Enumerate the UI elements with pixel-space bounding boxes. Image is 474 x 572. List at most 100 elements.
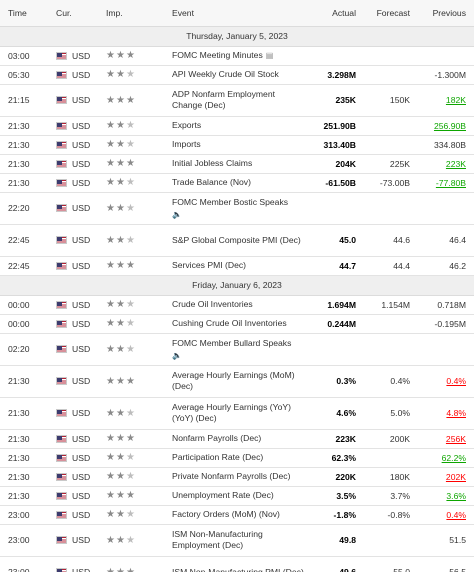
- header-time[interactable]: Time: [0, 0, 50, 27]
- importance-star-icon: ★: [125, 509, 135, 520]
- us-flag-icon: [56, 472, 67, 481]
- table-row[interactable]: 21:30 USD ★★★ Exports 251.90B 256.90B: [0, 116, 474, 136]
- table-row[interactable]: 03:00 USD ★★★ FOMC Meeting Minutes ▤: [0, 46, 474, 66]
- table-row[interactable]: 21:30 USD ★★★ Nonfarm Payrolls (Dec) 223K 200…: [0, 429, 474, 449]
- previous-value[interactable]: 0.4%: [418, 365, 474, 398]
- importance-star-icon: ★: [106, 471, 115, 482]
- event-cell[interactable]: Average Hourly Earnings (YoY) (YoY) (Dec…: [166, 397, 306, 430]
- event-name[interactable]: FOMC Meeting Minutes: [172, 50, 263, 60]
- header-event[interactable]: Event: [166, 0, 306, 27]
- previous-value[interactable]: 202K: [418, 467, 474, 487]
- currency-code: USD: [72, 139, 91, 150]
- previous-value[interactable]: 256K: [418, 429, 474, 449]
- table-row[interactable]: 21:30 USD ★★★ Unemployment Rate (Dec) 3.5% 3.…: [0, 486, 474, 506]
- table-row[interactable]: 22:20 USD ★★★ FOMC Member Bostic Speaks 🔈: [0, 192, 474, 225]
- event-name[interactable]: ISM Non-Manufacturing PMI (Dec): [172, 566, 304, 572]
- table-row[interactable]: 00:00 USD ★★★ Cushing Crude Oil Inventories…: [0, 314, 474, 334]
- event-cell[interactable]: API Weekly Crude Oil Stock: [166, 65, 306, 85]
- event-cell[interactable]: Crude Oil Inventories: [166, 295, 306, 315]
- previous-value[interactable]: -77.80B: [418, 173, 474, 193]
- event-cell[interactable]: Factory Orders (MoM) (Nov): [166, 505, 306, 525]
- header-forecast[interactable]: Forecast: [364, 0, 418, 27]
- event-name[interactable]: FOMC Member Bostic Speaks: [172, 196, 289, 207]
- event-cell[interactable]: FOMC Member Bostic Speaks 🔈: [166, 192, 306, 225]
- previous-value[interactable]: 4.8%: [418, 397, 474, 430]
- event-cell[interactable]: Nonfarm Payrolls (Dec): [166, 429, 306, 449]
- previous-value[interactable]: 3.6%: [418, 486, 474, 506]
- event-cell[interactable]: Initial Jobless Claims: [166, 154, 306, 174]
- event-cell[interactable]: Exports: [166, 116, 306, 136]
- previous-value[interactable]: 0.4%: [418, 505, 474, 525]
- header-previous[interactable]: Previous: [418, 0, 474, 27]
- event-name[interactable]: Cushing Crude Oil Inventories: [172, 318, 287, 328]
- actual-value: [306, 192, 364, 225]
- table-row[interactable]: 21:30 USD ★★★ Imports 313.40B 334.80B: [0, 135, 474, 155]
- event-cell[interactable]: Services PMI (Dec): [166, 256, 306, 276]
- table-row[interactable]: 23:00 USD ★★★ ISM Non-Manufacturing PMI (De…: [0, 556, 474, 572]
- event-name[interactable]: Initial Jobless Claims: [172, 158, 253, 168]
- event-name[interactable]: ADP Nonfarm Employment Change (Dec): [172, 89, 276, 110]
- table-row[interactable]: 23:00 USD ★★★ ISM Non-Manufacturing Employm…: [0, 524, 474, 557]
- table-row[interactable]: 21:30 USD ★★★ Initial Jobless Claims 204K 225…: [0, 154, 474, 174]
- event-name[interactable]: Private Nonfarm Payrolls (Dec): [172, 471, 291, 481]
- table-row[interactable]: 21:15 USD ★★★ ADP Nonfarm Employment Change…: [0, 84, 474, 117]
- previous-value[interactable]: 223K: [418, 154, 474, 174]
- table-row[interactable]: 21:30 USD ★★★ Private Nonfarm Payrolls (Dec…: [0, 467, 474, 487]
- table-row[interactable]: 21:30 USD ★★★ Trade Balance (Nov) -61.50B -73…: [0, 173, 474, 193]
- event-cell[interactable]: FOMC Meeting Minutes ▤: [166, 46, 306, 66]
- table-row[interactable]: 00:00 USD ★★★ Crude Oil Inventories 1.694M 1.…: [0, 295, 474, 315]
- event-name[interactable]: FOMC Member Bullard Speaks: [172, 337, 292, 348]
- event-cell[interactable]: Unemployment Rate (Dec): [166, 486, 306, 506]
- event-name[interactable]: S&P Global Composite PMI (Dec): [172, 234, 301, 245]
- event-cell[interactable]: Imports: [166, 135, 306, 155]
- table-row[interactable]: 02:20 USD ★★★ FOMC Member Bullard Speaks 🔈: [0, 333, 474, 366]
- event-name[interactable]: Crude Oil Inventories: [172, 299, 253, 309]
- event-cell[interactable]: S&P Global Composite PMI (Dec): [166, 224, 306, 257]
- event-name[interactable]: Unemployment Rate (Dec): [172, 490, 274, 500]
- table-row[interactable]: 22:45 USD ★★★ Services PMI (Dec) 44.7 44.4 46.…: [0, 256, 474, 276]
- header-actual[interactable]: Actual: [306, 0, 364, 27]
- importance-star-icon: ★: [115, 177, 125, 188]
- event-name[interactable]: Average Hourly Earnings (YoY) (YoY) (Dec…: [172, 402, 291, 423]
- event-cell[interactable]: Private Nonfarm Payrolls (Dec): [166, 467, 306, 487]
- forecast-value: [364, 448, 418, 468]
- event-name[interactable]: Exports: [172, 120, 202, 130]
- event-name[interactable]: Services PMI (Dec): [172, 260, 247, 270]
- forecast-value: 3.7%: [364, 486, 418, 506]
- event-cell[interactable]: ISM Non-Manufacturing Employment (Dec): [166, 524, 306, 557]
- event-name[interactable]: Imports: [172, 139, 201, 149]
- event-name[interactable]: Factory Orders (MoM) (Nov): [172, 509, 280, 519]
- event-cell[interactable]: FOMC Member Bullard Speaks 🔈: [166, 333, 306, 366]
- previous-value[interactable]: 182K: [418, 84, 474, 117]
- importance-cell: ★★★: [102, 365, 166, 398]
- header-importance[interactable]: Imp.: [102, 0, 166, 27]
- previous-value[interactable]: 62.2%: [418, 448, 474, 468]
- event-cell[interactable]: Trade Balance (Nov): [166, 173, 306, 193]
- event-cell[interactable]: Cushing Crude Oil Inventories: [166, 314, 306, 334]
- table-row[interactable]: 05:30 USD ★★★ API Weekly Crude Oil Stock 3.2…: [0, 65, 474, 85]
- event-name[interactable]: ISM Non-Manufacturing Employment (Dec): [172, 529, 263, 550]
- table-row[interactable]: 23:00 USD ★★★ Factory Orders (MoM) (Nov) -1.…: [0, 505, 474, 525]
- table-row[interactable]: 21:30 USD ★★★ Participation Rate (Dec) 62.3%…: [0, 448, 474, 468]
- event-cell[interactable]: Participation Rate (Dec): [166, 448, 306, 468]
- event-cell[interactable]: Average Hourly Earnings (MoM) (Dec): [166, 365, 306, 398]
- table-row[interactable]: 21:30 USD ★★★ Average Hourly Earnings (YoY)…: [0, 397, 474, 430]
- event-name[interactable]: Participation Rate (Dec): [172, 452, 264, 462]
- actual-value: 4.6%: [306, 397, 364, 430]
- importance-cell: ★★★: [102, 524, 166, 557]
- event-cell[interactable]: ISM Non-Manufacturing PMI (Dec): [166, 556, 306, 572]
- previous-value[interactable]: 256.90B: [418, 116, 474, 136]
- table-row[interactable]: 21:30 USD ★★★ Average Hourly Earnings (MoM)…: [0, 365, 474, 398]
- event-name[interactable]: Nonfarm Payrolls (Dec): [172, 433, 262, 443]
- event-name[interactable]: Trade Balance (Nov): [172, 177, 251, 187]
- event-name[interactable]: Average Hourly Earnings (MoM) (Dec): [172, 370, 295, 391]
- document-icon[interactable]: ▤: [265, 51, 274, 60]
- event-cell[interactable]: ADP Nonfarm Employment Change (Dec): [166, 84, 306, 117]
- event-name[interactable]: API Weekly Crude Oil Stock: [172, 69, 279, 79]
- importance-cell: ★★★: [102, 116, 166, 136]
- currency-cell: USD: [50, 192, 102, 225]
- header-currency[interactable]: Cur.: [50, 0, 102, 27]
- forecast-value: 1.154M: [364, 295, 418, 315]
- table-row[interactable]: 22:45 USD ★★★ S&P Global Composite PMI (Dec…: [0, 224, 474, 257]
